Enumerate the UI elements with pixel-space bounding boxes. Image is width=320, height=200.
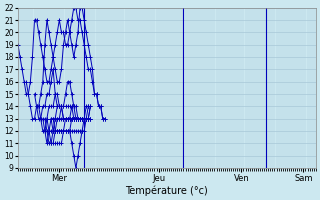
X-axis label: Température (°c): Température (°c)	[125, 185, 208, 196]
